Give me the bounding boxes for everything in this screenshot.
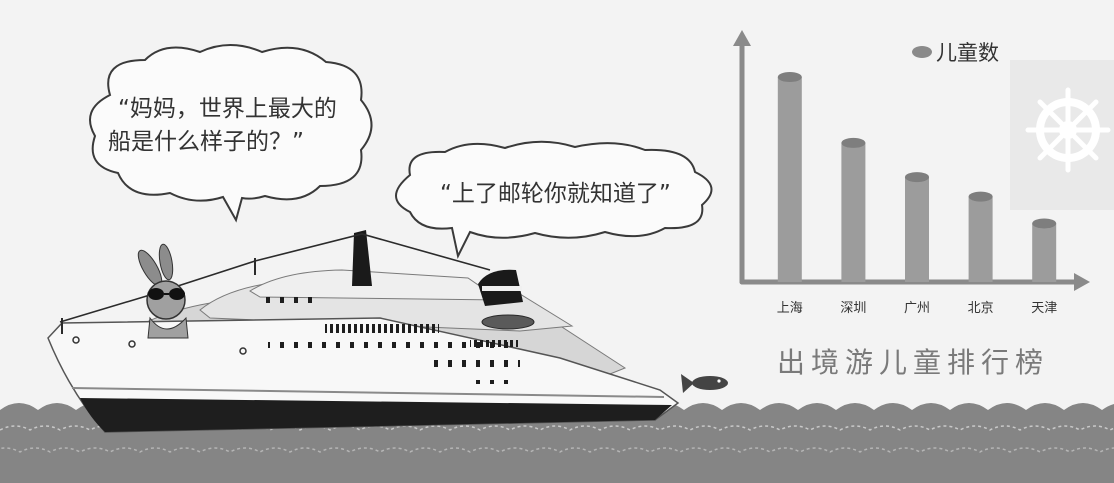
x-tick-label-1: 深圳 [840, 301, 866, 316]
x-tick-label-3: 北京 [968, 301, 994, 316]
bubble-question-line-1: “妈妈，世界上最大的 [118, 96, 337, 122]
porthole [72, 336, 80, 344]
ship-window-row [262, 297, 322, 303]
rabbit-head [146, 280, 186, 320]
legend-label: 儿童数 [936, 41, 999, 65]
bar-2 [905, 177, 929, 282]
wave-line [0, 425, 1114, 431]
bubble-question-line-2: 船是什么样子的？” [108, 129, 304, 155]
lifeboat [481, 314, 535, 330]
bar-1 [841, 142, 866, 282]
ship-window-row [470, 340, 518, 347]
porthole [128, 340, 136, 348]
x-tick-label-4: 天津 [1031, 301, 1057, 316]
bar-3 [968, 196, 993, 282]
x-tick-labels: 上海 深圳 广州 北京 天津 [777, 301, 1057, 316]
rabbit-ear [158, 243, 174, 281]
bubble-outline [89, 44, 373, 223]
hull-waterline-band [80, 398, 672, 432]
wave-line [0, 447, 1114, 453]
rabbit-body [147, 316, 189, 339]
bar-top-cap-2 [905, 172, 929, 183]
legend: 儿童数 [912, 41, 999, 65]
y-axis-arrow [733, 30, 751, 46]
porthole [239, 347, 247, 355]
bar-4 [1032, 223, 1057, 282]
ship-wheel-icon [1025, 87, 1111, 173]
bar-top-cap-0 [777, 72, 802, 83]
speech-bubble-question: “妈妈，世界上最大的 船是什么样子的？” [89, 44, 373, 223]
bubble-outline [395, 140, 713, 259]
bar-series [777, 72, 1057, 282]
legend-marker [912, 46, 932, 58]
rabbit-character [137, 243, 189, 339]
speech-bubble-answer: “上了邮轮你就知道了” [395, 140, 713, 259]
ship-window-row [268, 342, 518, 348]
bar-chart: 上海 深圳 广州 北京 天津 儿童数 出境游儿童排行榜 [733, 30, 1090, 379]
wheel-spokes [1025, 87, 1111, 173]
sunglasses-lens [148, 288, 164, 300]
ship-window-row [430, 360, 520, 367]
x-tick-label-0: 上海 [777, 301, 803, 316]
fish-icon [681, 374, 728, 393]
x-tick-label-2: 广州 [904, 301, 930, 316]
bubble-answer-text: “上了邮轮你就知道了” [440, 181, 671, 207]
x-axis-arrow [1074, 273, 1090, 291]
ship-window-row [325, 324, 439, 333]
chart-title: 出境游儿童排行榜 [777, 346, 1049, 379]
bar-top-cap-4 [1032, 218, 1057, 229]
bar-top-cap-3 [968, 191, 993, 202]
cruise-ship-illustration [47, 230, 680, 433]
bar-0 [777, 77, 802, 282]
ship-window-row [470, 380, 510, 384]
ship-mast [352, 230, 372, 286]
funnel-stripe [482, 286, 522, 291]
hull-line [71, 387, 665, 398]
sunglasses-lens [169, 288, 185, 300]
bar-top-cap-1 [841, 137, 866, 148]
